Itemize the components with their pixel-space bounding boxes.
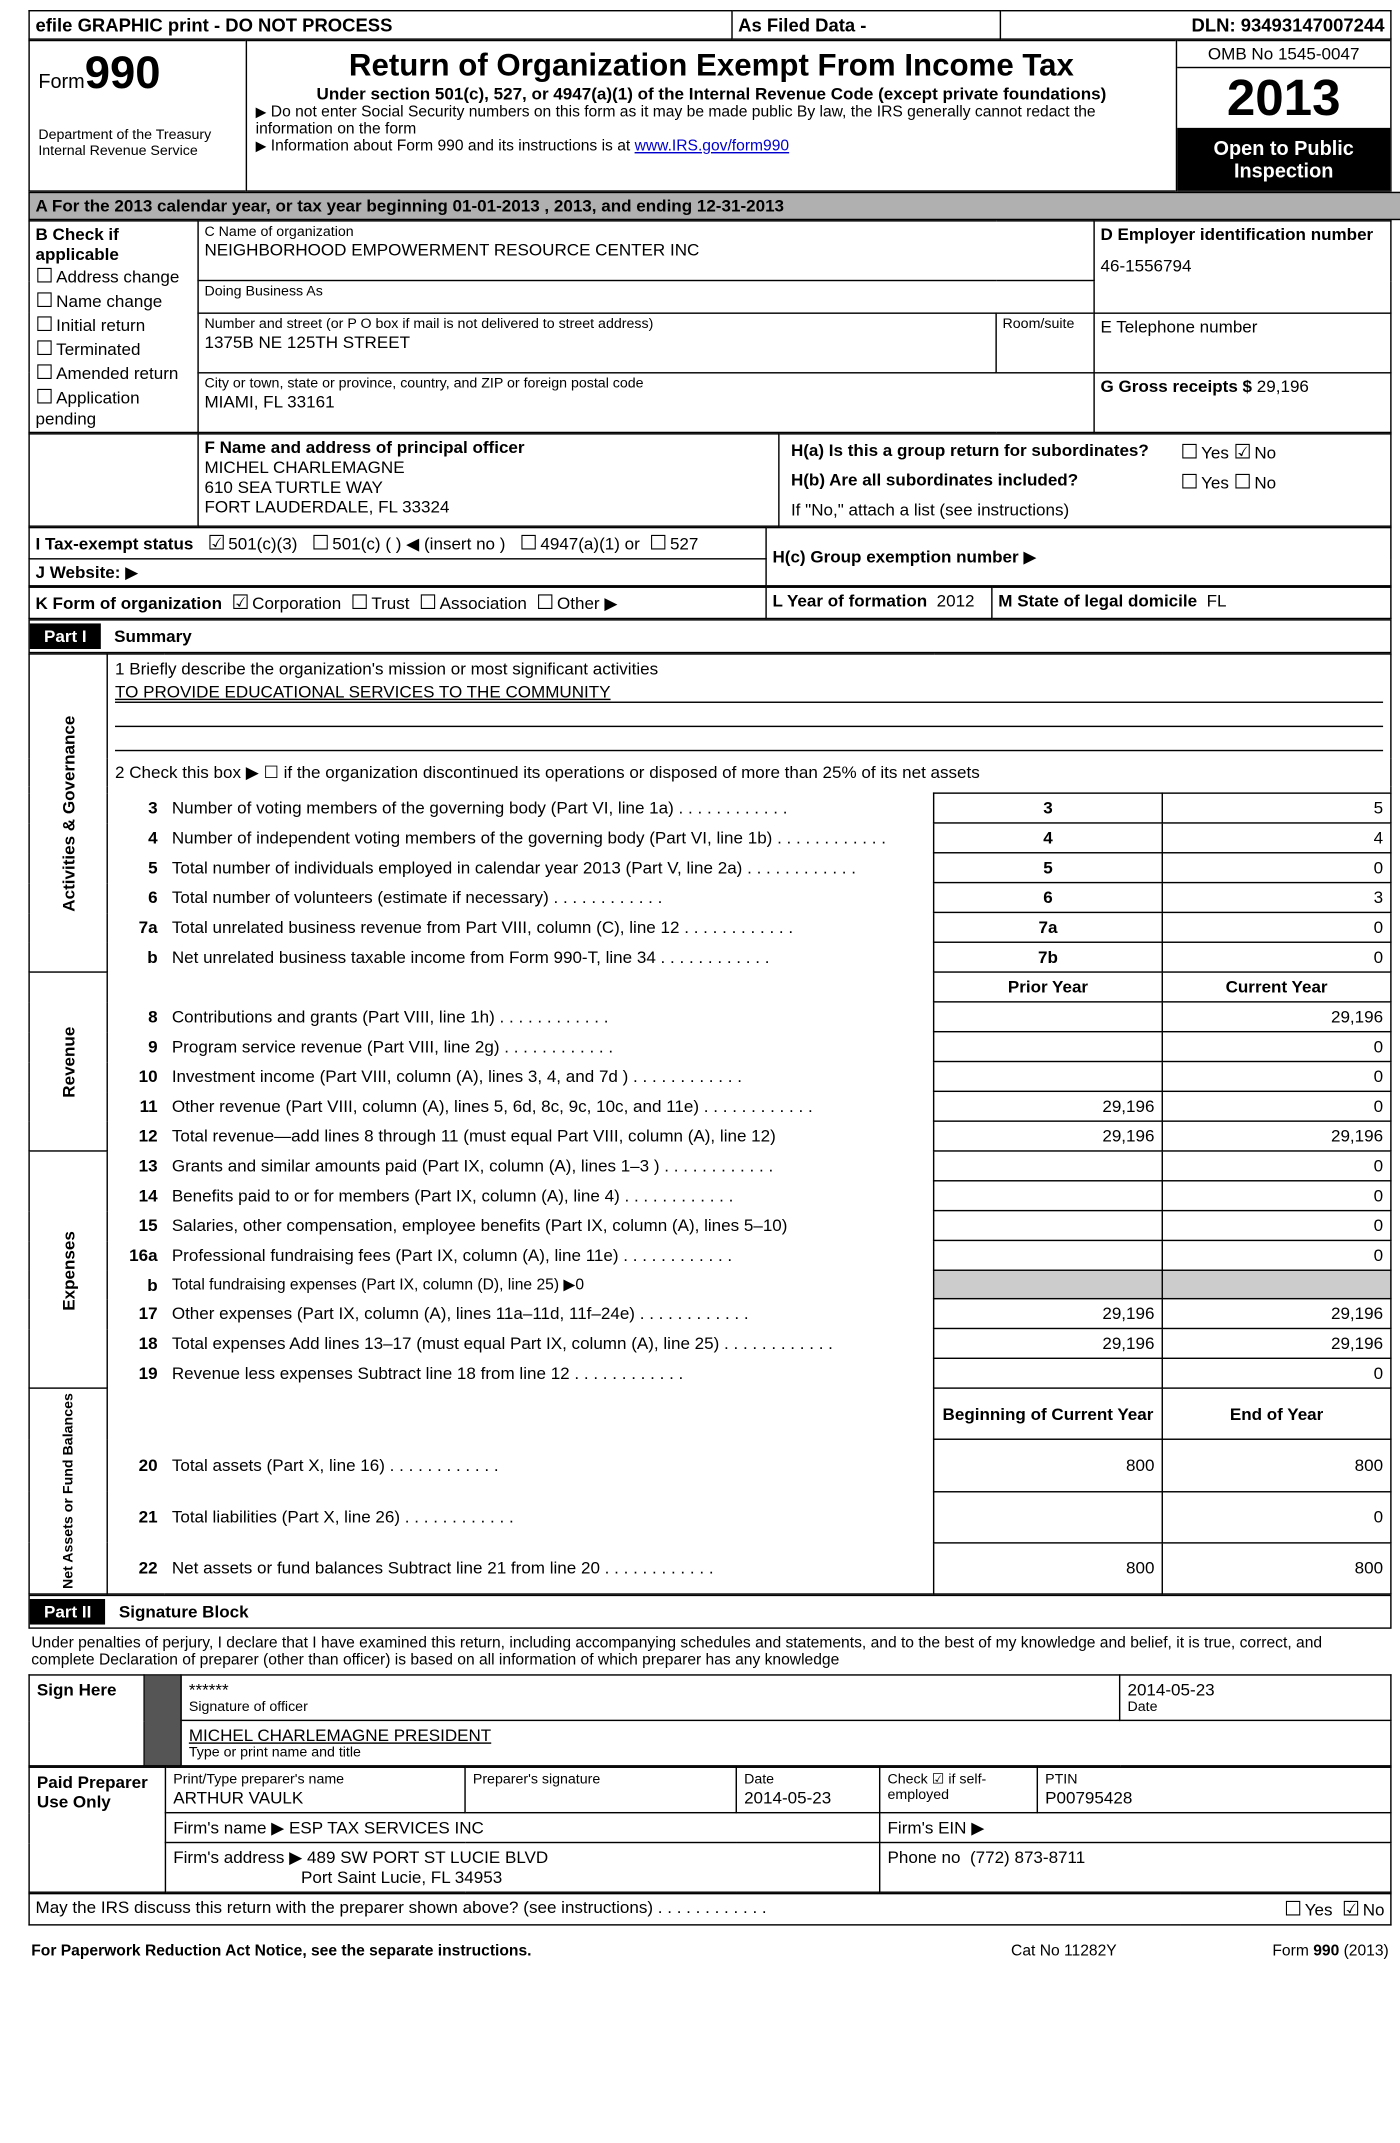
org-name: NEIGHBORHOOD EMPOWERMENT RESOURCE CENTER… bbox=[204, 240, 1087, 260]
perjury-statement: Under penalties of perjury, I declare th… bbox=[28, 1629, 1391, 1674]
form-title: Return of Organization Exempt From Incom… bbox=[256, 47, 1168, 84]
dln: DLN: 93493147007244 bbox=[1000, 11, 1391, 39]
ein: 46-1556794 bbox=[1101, 256, 1385, 276]
form-header: Form990 Department of the Treasury Inter… bbox=[28, 40, 1391, 192]
signature-table: Sign Here ****** Signature of officer 20… bbox=[28, 1674, 1391, 1766]
section-a: A For the 2013 calendar year, or tax yea… bbox=[28, 192, 1400, 220]
tax-year: 2013 bbox=[1177, 68, 1390, 128]
part2-header: Part II bbox=[30, 1599, 106, 1625]
summary-table: Activities & Governance 1 Briefly descri… bbox=[28, 653, 1391, 1594]
efile-label: efile GRAPHIC print - DO NOT PROCESS bbox=[29, 11, 732, 39]
mission-text: TO PROVIDE EDUCATIONAL SERVICES TO THE C… bbox=[115, 682, 1383, 703]
footer: For Paperwork Reduction Act Notice, see … bbox=[28, 1940, 1391, 1963]
topbar: efile GRAPHIC print - DO NOT PROCESS As … bbox=[28, 10, 1391, 40]
irs-link[interactable]: www.IRS.gov/form990 bbox=[635, 138, 790, 155]
part1-header: Part I bbox=[30, 623, 101, 649]
header-grid: B Check if applicable Address change Nam… bbox=[28, 220, 1391, 433]
asfiled-label: As Filed Data - bbox=[732, 11, 1000, 39]
officer-name: MICHEL CHARLEMAGNE PRESIDENT bbox=[189, 1725, 1383, 1745]
